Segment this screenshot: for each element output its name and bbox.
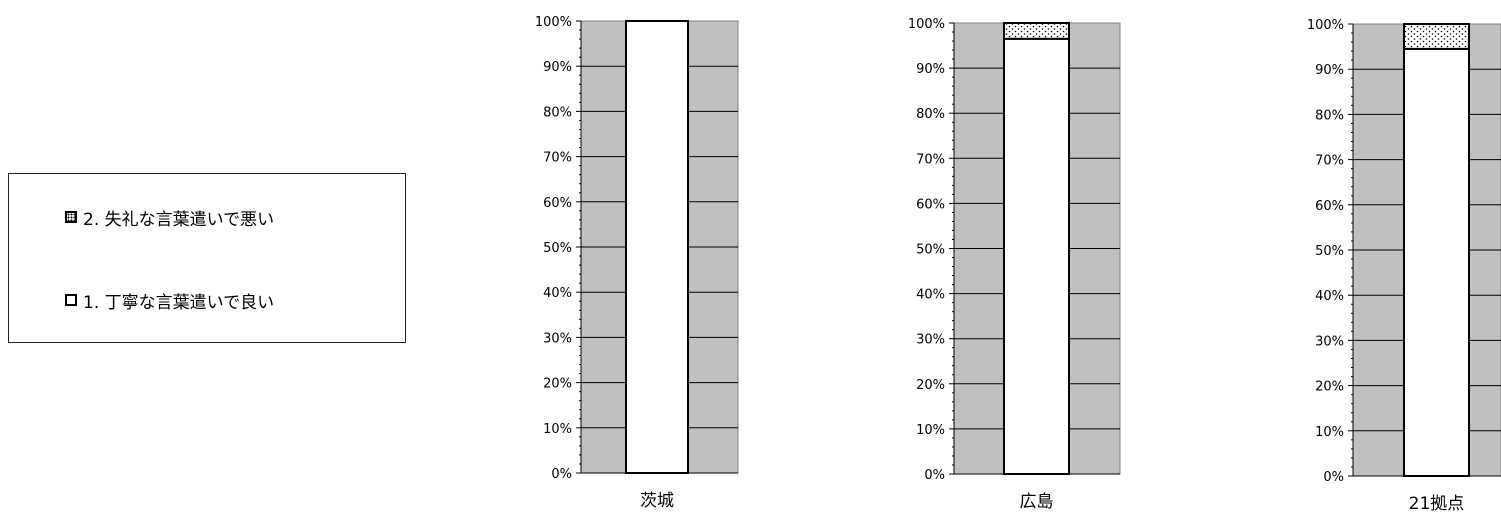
- y-tick-label: 100%: [908, 17, 945, 32]
- y-tick-label: 90%: [916, 62, 945, 77]
- y-tick-label: 40%: [1315, 289, 1344, 304]
- y-tick-label: 70%: [543, 151, 572, 166]
- y-tick-label: 90%: [1315, 63, 1344, 78]
- y-tick-label: 40%: [916, 288, 945, 303]
- y-tick-label: 20%: [543, 377, 572, 392]
- y-tick-label: 50%: [916, 243, 945, 258]
- y-tick-label: 30%: [916, 333, 945, 348]
- bar-segment-good: [1003, 37, 1070, 475]
- y-tick-label: 80%: [1315, 108, 1344, 123]
- bar-segment-bad: [1003, 22, 1070, 40]
- legend: 2. 失礼な言葉遣いで悪い 1. 丁寧な言葉遣いで良い: [8, 173, 406, 343]
- bar-segment-bad: [1403, 23, 1470, 50]
- y-tick-label: 50%: [1315, 244, 1344, 259]
- category-label: 広島: [1020, 492, 1054, 512]
- y-tick-label: 0%: [924, 468, 945, 483]
- legend-item-good: 1. 丁寧な言葉遣いで良い: [65, 288, 275, 313]
- y-tick-label: 10%: [1315, 425, 1344, 440]
- legend-label-bad: 2. 失礼な言葉遣いで悪い: [83, 209, 275, 230]
- y-tick-label: 50%: [543, 241, 572, 256]
- bar-segment-good: [1403, 47, 1470, 478]
- y-tick-label: 100%: [535, 15, 572, 30]
- y-tick-label: 80%: [543, 105, 572, 120]
- y-tick-label: 10%: [916, 423, 945, 438]
- y-tick-label: 40%: [543, 286, 572, 301]
- y-tick-label: 30%: [1315, 334, 1344, 349]
- category-label: 21拠点: [1409, 494, 1465, 514]
- y-tick-label: 70%: [1315, 154, 1344, 169]
- y-tick-label: 90%: [543, 60, 572, 75]
- y-tick-label: 60%: [916, 197, 945, 212]
- legend-label-good: 1. 丁寧な言葉遣いで良い: [83, 292, 275, 313]
- y-tick-label: 70%: [916, 152, 945, 167]
- y-tick-label: 60%: [1315, 199, 1344, 214]
- y-tick-label: 10%: [543, 422, 572, 437]
- legend-item-bad: 2. 失礼な言葉遣いで悪い: [65, 205, 275, 230]
- bar-segment-good: [625, 20, 689, 474]
- y-tick-label: 20%: [1315, 380, 1344, 395]
- y-tick-label: 0%: [1323, 470, 1344, 485]
- y-tick-label: 100%: [1307, 18, 1344, 33]
- y-tick-label: 0%: [551, 467, 572, 482]
- dotted-swatch-icon: [65, 211, 77, 223]
- y-tick-label: 30%: [543, 331, 572, 346]
- y-tick-label: 80%: [916, 107, 945, 122]
- y-tick-label: 60%: [543, 196, 572, 211]
- white-swatch-icon: [65, 294, 77, 306]
- category-label: 茨城: [640, 491, 674, 511]
- y-tick-label: 20%: [916, 378, 945, 393]
